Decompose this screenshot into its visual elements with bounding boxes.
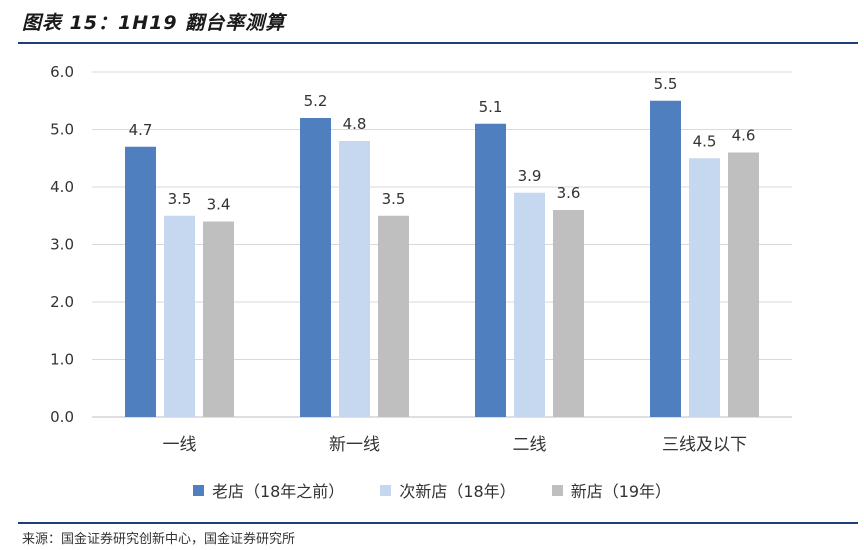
x-tick-label: 二线 — [513, 435, 547, 455]
legend-item: 老店（18年之前） — [192, 478, 345, 502]
bar-3 — [728, 152, 759, 417]
bar-2 — [339, 141, 370, 417]
data-label: 5.1 — [479, 98, 503, 116]
x-tick-label: 一线 — [163, 435, 197, 455]
bar-2 — [164, 215, 195, 417]
bar-2 — [689, 158, 720, 417]
bar-1 — [125, 146, 156, 417]
data-label: 3.6 — [557, 184, 581, 202]
y-tick-label: 6.0 — [50, 63, 74, 81]
legend-swatch — [380, 484, 392, 496]
data-label: 5.5 — [654, 75, 678, 93]
y-tick-label: 2.0 — [50, 293, 74, 311]
bar-3 — [553, 210, 584, 417]
data-label: 4.5 — [693, 132, 717, 150]
x-tick-label: 三线及以下 — [662, 435, 747, 455]
x-tick-label: 新一线 — [329, 435, 380, 455]
data-label: 3.5 — [168, 190, 192, 208]
top-rule — [18, 42, 858, 44]
bar-2 — [514, 192, 545, 417]
data-label: 3.5 — [382, 190, 406, 208]
y-tick-label: 0.0 — [50, 408, 74, 426]
legend-item: 新店（19年） — [551, 478, 672, 502]
legend-swatch — [192, 484, 204, 496]
bar-1 — [475, 123, 506, 417]
data-label: 3.9 — [518, 167, 542, 185]
bar-chart: 0.0 1.0 2.0 3.0 4.0 5.0 6.0 4.7 3.5 3.4 一线 5.2 4.8 3.… — [50, 63, 792, 455]
source-note: 来源：国金证券研究创新中心，国金证券研究所 — [22, 532, 296, 547]
bar-1 — [300, 118, 331, 417]
legend-label: 老店（18年之前） — [211, 482, 345, 501]
data-label: 3.4 — [207, 196, 231, 214]
data-label: 5.2 — [304, 92, 328, 110]
data-label: 4.6 — [732, 127, 756, 145]
figure-title: 图表 15：1H19 翻台率测算 — [22, 12, 286, 34]
y-tick-label: 4.0 — [50, 178, 74, 196]
legend-label: 新店（19年） — [570, 482, 672, 501]
legend-swatch — [551, 484, 563, 496]
bar-3 — [203, 221, 234, 417]
y-tick-label: 1.0 — [50, 351, 74, 369]
y-tick-label: 5.0 — [50, 121, 74, 139]
bar-1 — [650, 100, 681, 417]
bar-3 — [378, 215, 409, 417]
y-tick-label: 3.0 — [50, 236, 74, 254]
bottom-rule — [18, 522, 858, 524]
legend-item: 次新店（18年） — [380, 478, 516, 502]
data-label: 4.8 — [343, 115, 367, 133]
chart-legend: 老店（18年之前） 次新店（18年） 新店（19年） — [0, 478, 864, 502]
data-label: 4.7 — [129, 121, 153, 139]
legend-label: 次新店（18年） — [399, 482, 516, 501]
